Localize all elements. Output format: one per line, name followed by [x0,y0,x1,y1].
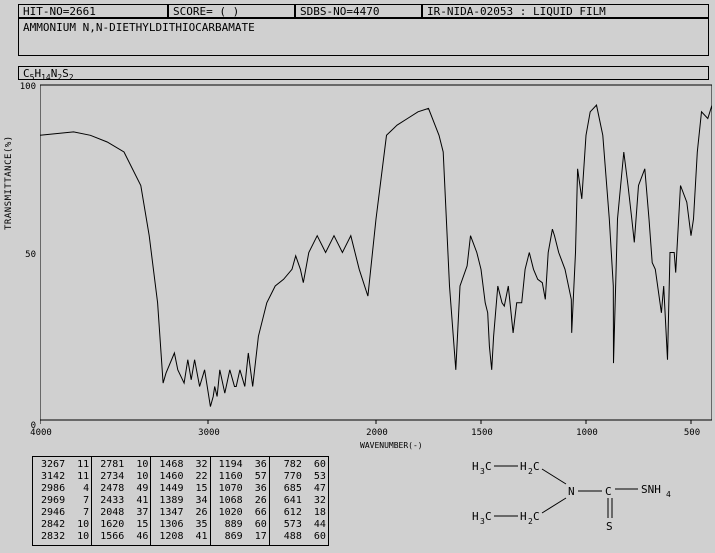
xtick-1500: 1500 [467,428,497,438]
svg-text:H: H [472,510,479,523]
xtick-4000: 4000 [26,428,56,438]
sdbs-no-box: SDBS-NO=4470 [295,4,422,18]
peak-cell: 1208 41 [153,531,207,543]
peak-col-4: 782 60 770 53 685 47 641 32 612 18 573 4… [269,456,329,546]
peak-cell: 869 17 [213,531,267,543]
peak-cell: 685 47 [272,483,326,495]
xtick-2000: 2000 [362,428,392,438]
peak-cell: 2478 49 [94,483,148,495]
peak-cell: 1020 66 [213,507,267,519]
spectrum-chart [40,82,712,427]
score-box: SCORE= ( ) [168,4,295,18]
xtick-1000: 1000 [572,428,602,438]
peak-col-2: 1468 32 1460 22 1449 15 1389 34 1347 26 … [150,456,210,546]
peak-cell: 1194 36 [213,459,267,471]
peak-cell: 770 53 [272,471,326,483]
x-axis-label: WAVENUMBER(-) [360,441,423,450]
peak-cell: 1460 22 [153,471,207,483]
peak-cell: 1389 34 [153,495,207,507]
peak-cell: 1068 26 [213,495,267,507]
peak-cell: 3142 11 [35,471,89,483]
ytick-100: 100 [18,82,36,92]
peak-col-3: 1194 36 1160 57 1070 36 1068 26 1020 66 … [210,456,270,546]
peak-cell: 1620 15 [94,519,148,531]
peak-cell: 2433 41 [94,495,148,507]
peak-cell: 1070 36 [213,483,267,495]
peak-cell: 573 44 [272,519,326,531]
peak-cell: 1566 46 [94,531,148,543]
svg-text:S: S [606,520,613,533]
svg-text:H: H [520,510,527,523]
svg-text:C: C [533,460,540,473]
peak-cell: 612 18 [272,507,326,519]
peak-cell: 1160 57 [213,471,267,483]
peak-cell: 2842 10 [35,519,89,531]
ytick-50: 50 [18,250,36,260]
svg-text:C: C [485,510,492,523]
svg-text:C: C [533,510,540,523]
hit-no-box: HIT-NO=2661 [18,4,168,18]
molecular-formula: C5H14N2S2 [18,66,709,80]
svg-text:C: C [485,460,492,473]
header-row: HIT-NO=2661 SCORE= ( ) SDBS-NO=4470 IR-N… [18,4,709,18]
peak-cell: 782 60 [272,459,326,471]
svg-text:N: N [568,485,575,498]
svg-text:SNH: SNH [641,483,661,496]
peak-cell: 2946 7 [35,507,89,519]
peak-cell: 2986 4 [35,483,89,495]
peak-cell: 1468 32 [153,459,207,471]
molecular-structure: H3C H2C H3C H2C N C SNH4 S [460,456,690,536]
svg-text:H: H [520,460,527,473]
peak-cell: 641 32 [272,495,326,507]
peak-cell: 889 60 [213,519,267,531]
svg-text:4: 4 [666,490,671,499]
peak-cell: 488 60 [272,531,326,543]
peak-cell: 1449 15 [153,483,207,495]
xtick-500: 500 [677,428,707,438]
peak-cell: 3267 11 [35,459,89,471]
peak-cell: 1306 35 [153,519,207,531]
peak-cell: 2969 7 [35,495,89,507]
peak-col-1: 2781 10 2734 10 2478 49 2433 41 2048 37 … [91,456,151,546]
formula-text: C5H14N2S2 [23,67,74,80]
xtick-3000: 3000 [194,428,224,438]
peak-cell: 2734 10 [94,471,148,483]
peak-cell: 2832 10 [35,531,89,543]
svg-text:H: H [472,460,479,473]
peak-cell: 2781 10 [94,459,148,471]
peak-col-0: 3267 11 3142 11 2986 4 2969 7 2946 7 284… [32,456,92,546]
y-axis-label: TRANSMITTANCE(%) [4,135,14,230]
peak-cell: 2048 37 [94,507,148,519]
svg-text:C: C [605,485,612,498]
peak-table: 3267 11 3142 11 2986 4 2969 7 2946 7 284… [32,456,328,546]
ir-info-box: IR-NIDA-02053 : LIQUID FILM [422,4,709,18]
compound-name-box: AMMONIUM N,N-DIETHYLDITHIOCARBAMATE [18,18,709,56]
peak-cell: 1347 26 [153,507,207,519]
